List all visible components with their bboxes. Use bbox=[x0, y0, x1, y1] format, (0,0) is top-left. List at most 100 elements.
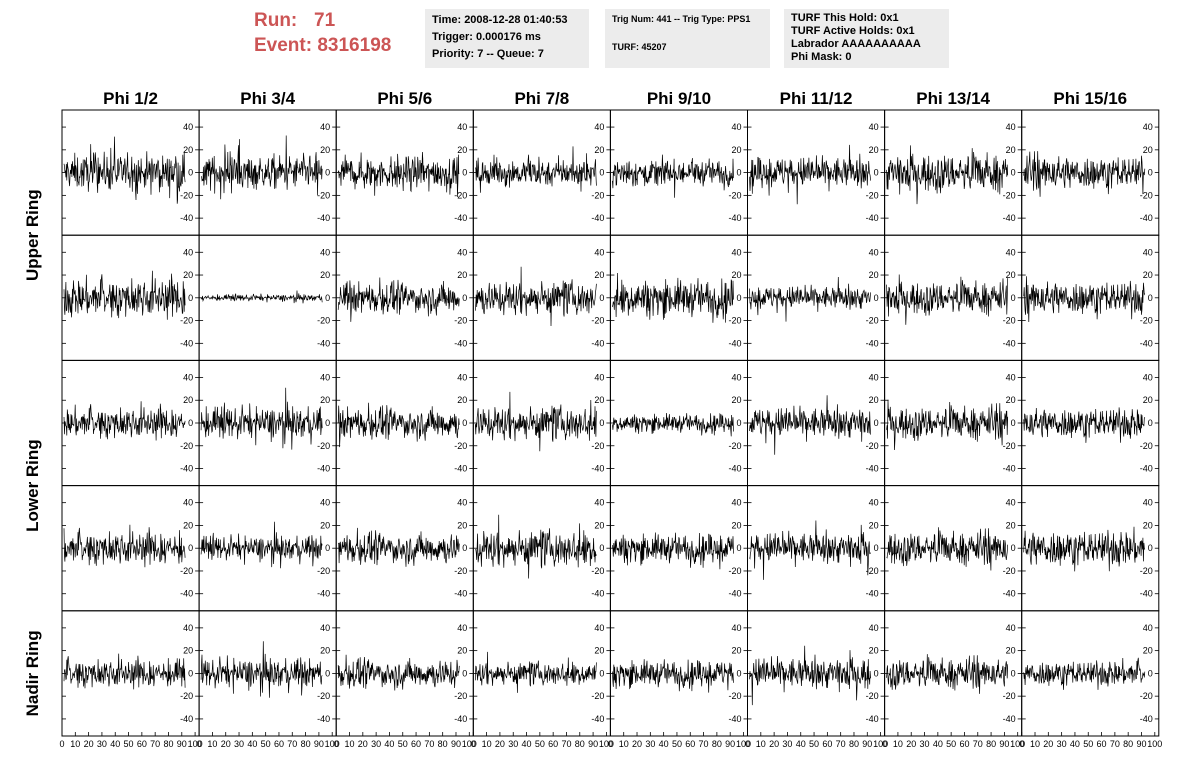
waveform-panel: 40 20 0 -20 -40 bbox=[609, 610, 749, 737]
y-tick-label: 20 bbox=[1143, 395, 1153, 405]
y-tick-label: -40 bbox=[454, 338, 467, 348]
y-tick-label: 20 bbox=[1006, 395, 1016, 405]
y-tick-label: -40 bbox=[591, 589, 604, 599]
y-tick-label: 40 bbox=[594, 372, 604, 382]
x-tick-label: 40 bbox=[1070, 739, 1080, 749]
y-tick-label: -20 bbox=[454, 190, 467, 200]
x-tick-label: 30 bbox=[508, 739, 518, 749]
phi-title: Phi 11/12 bbox=[780, 89, 853, 108]
priority-line: Priority: 7 -- Queue: 7 bbox=[432, 48, 544, 60]
y-tick-label: 0 bbox=[188, 668, 193, 678]
turf-active-line: TURF Active Holds: 0x1 bbox=[791, 25, 915, 37]
waveform-panel: 40 20 0 -20 -40 bbox=[61, 485, 200, 612]
y-tick-label: -20 bbox=[180, 441, 193, 451]
time-info-box: Time: 2008-12-28 01:40:53 Trigger: 0.000… bbox=[425, 9, 589, 68]
y-tick-label: -20 bbox=[728, 316, 741, 326]
x-tick-label: 0 bbox=[745, 739, 750, 749]
y-tick-label: 40 bbox=[183, 372, 193, 382]
waveform-trace bbox=[612, 412, 734, 437]
y-tick-label: 40 bbox=[183, 247, 193, 257]
waveform-trace bbox=[886, 145, 1009, 205]
x-tick-label: 70 bbox=[1110, 739, 1120, 749]
y-tick-label: 0 bbox=[1148, 168, 1153, 178]
y-tick-label: 20 bbox=[320, 646, 330, 656]
waveform-trace bbox=[612, 532, 734, 570]
phi-title: Phi 5/6 bbox=[377, 89, 432, 108]
x-tick-label: 70 bbox=[836, 739, 846, 749]
waveform-trace bbox=[1023, 276, 1146, 323]
y-tick-label: 0 bbox=[1011, 418, 1016, 428]
y-tick-label: 40 bbox=[594, 623, 604, 633]
y-tick-label: 0 bbox=[188, 543, 193, 553]
y-tick-label: -20 bbox=[591, 441, 604, 451]
waveform-trace bbox=[612, 272, 734, 323]
x-tick-label: 10 bbox=[619, 739, 629, 749]
y-tick-label: -40 bbox=[728, 213, 741, 223]
x-tick-label: 90 bbox=[588, 739, 598, 749]
y-tick-label: 20 bbox=[869, 145, 879, 155]
waveform-panel: 40 20 0 -20 -40 bbox=[747, 610, 886, 737]
y-tick-label: 40 bbox=[320, 372, 330, 382]
x-tick-label: 20 bbox=[906, 739, 916, 749]
waveform-trace bbox=[200, 641, 323, 698]
waveform-panel: 40 20 0 -20 -40 bbox=[335, 485, 474, 612]
x-tick-label: 30 bbox=[645, 739, 655, 749]
y-tick-label: 0 bbox=[599, 293, 604, 303]
x-tick-label: 10 bbox=[893, 739, 903, 749]
x-tick-label: 20 bbox=[84, 739, 94, 749]
x-tick-label: 20 bbox=[221, 739, 231, 749]
phi-title: Phi 1/2 bbox=[103, 89, 158, 108]
y-tick-label: -20 bbox=[1140, 566, 1153, 576]
y-tick-label: -20 bbox=[866, 441, 879, 451]
waveform-trace bbox=[337, 151, 460, 198]
y-tick-label: 20 bbox=[320, 145, 330, 155]
waveform-panel: 40 20 0 -20 -40 bbox=[1021, 234, 1160, 361]
x-tick-label: 50 bbox=[535, 739, 545, 749]
x-tick-label: 10 bbox=[1030, 739, 1040, 749]
y-tick-label: 0 bbox=[325, 293, 330, 303]
waveform-panel: 40 20 0 -20 -40 bbox=[335, 234, 474, 361]
x-tick-label: 50 bbox=[398, 739, 408, 749]
y-tick-label: 0 bbox=[325, 418, 330, 428]
waveform-panel: 40 20 0 -20 -40 bbox=[1021, 485, 1160, 612]
waveform-panel: 40 20 0 -20 -40 bbox=[1021, 610, 1160, 737]
waveform-panel: 40 20 0 -20 -40 bbox=[884, 234, 1023, 361]
y-tick-label: -20 bbox=[728, 566, 741, 576]
y-tick-label: 0 bbox=[462, 543, 467, 553]
x-tick-label: 50 bbox=[124, 739, 134, 749]
y-tick-label: -20 bbox=[728, 441, 741, 451]
y-tick-label: 20 bbox=[457, 270, 467, 280]
waveform-trace bbox=[63, 653, 186, 690]
y-tick-label: 40 bbox=[457, 623, 467, 633]
y-tick-label: 40 bbox=[183, 623, 193, 633]
y-tick-label: 0 bbox=[874, 168, 879, 178]
y-tick-label: -40 bbox=[728, 714, 741, 724]
y-tick-label: 0 bbox=[874, 543, 879, 553]
x-tick-label: 40 bbox=[659, 739, 669, 749]
x-tick-label: 40 bbox=[247, 739, 257, 749]
y-tick-label: 20 bbox=[183, 646, 193, 656]
y-tick-label: 0 bbox=[1011, 293, 1016, 303]
waveform-panel: 40 20 0 -20 -40 bbox=[335, 109, 474, 236]
y-tick-label: 0 bbox=[599, 543, 604, 553]
y-tick-label: 0 bbox=[874, 418, 879, 428]
y-tick-label: 0 bbox=[736, 293, 741, 303]
y-tick-label: -20 bbox=[454, 691, 467, 701]
x-tick-label: 10 bbox=[70, 739, 80, 749]
y-tick-label: 20 bbox=[731, 520, 741, 530]
y-tick-label: 40 bbox=[1143, 623, 1153, 633]
y-tick-label: -20 bbox=[728, 691, 741, 701]
y-tick-label: -20 bbox=[866, 566, 879, 576]
y-tick-label: -20 bbox=[180, 566, 193, 576]
x-tick-label: 0 bbox=[471, 739, 476, 749]
y-tick-label: 40 bbox=[1006, 247, 1016, 257]
x-tick-label: 70 bbox=[561, 739, 571, 749]
y-tick-label: -40 bbox=[1140, 589, 1153, 599]
turf-hold-line: TURF This Hold: 0x1 bbox=[791, 12, 899, 24]
waveform-trace bbox=[337, 277, 460, 322]
x-tick-label: 80 bbox=[986, 739, 996, 749]
x-tick-label: 30 bbox=[1057, 739, 1067, 749]
x-tick-label: 70 bbox=[973, 739, 983, 749]
x-tick-label: 80 bbox=[163, 739, 173, 749]
